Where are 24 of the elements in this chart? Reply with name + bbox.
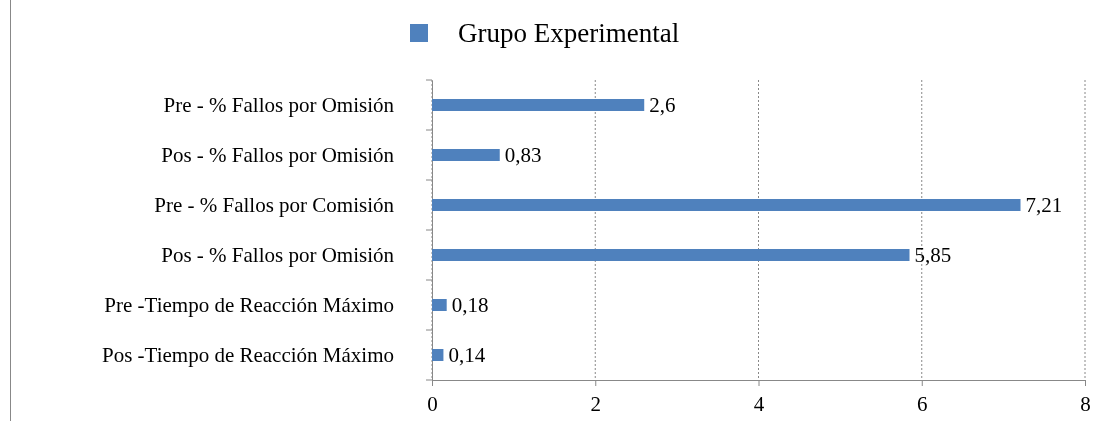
y-tick-label: Pre - % Fallos por Omisión (163, 92, 395, 117)
bar (432, 249, 910, 261)
y-tick-label: Pos - % Fallos por Omisión (161, 142, 395, 167)
x-tick-label: 2 (590, 391, 601, 416)
x-tick-label: 4 (753, 391, 765, 416)
legend-label: Grupo Experimental (458, 18, 680, 49)
data-label: 0,18 (451, 293, 489, 318)
bar (432, 149, 500, 161)
bar (432, 299, 447, 311)
data-label: 2,6 (649, 93, 676, 118)
bar (432, 199, 1021, 211)
x-tick-label: 0 (427, 391, 438, 416)
y-tick-label: Pre - % Fallos por Comisión (154, 192, 395, 217)
x-tick-label: 8 (1080, 391, 1091, 416)
data-label: 7,21 (1025, 193, 1063, 218)
data-label: 5,85 (914, 243, 952, 268)
data-label: 0,14 (448, 343, 486, 368)
bar (432, 99, 645, 111)
x-tick-label: 6 (917, 391, 928, 416)
y-tick-label: Pos - % Fallos por Omisión (161, 242, 395, 267)
y-tick-label: Pos -Tiempo de Reacción Máximo (101, 342, 394, 367)
y-tick-label: Pre -Tiempo de Reacción Máximo (104, 292, 394, 317)
bar (432, 349, 444, 361)
data-label: 0,83 (504, 143, 542, 168)
